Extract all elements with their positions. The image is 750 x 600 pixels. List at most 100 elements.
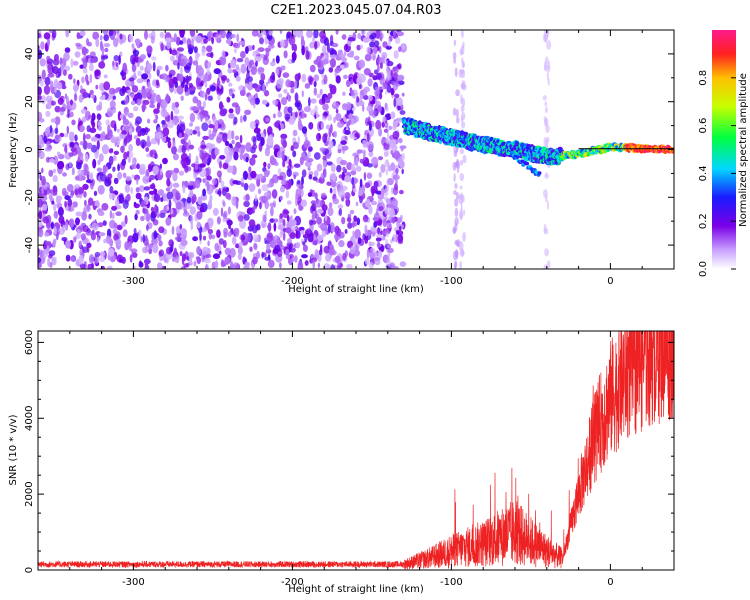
noise-blob: [462, 231, 466, 242]
noise-blob: [372, 55, 376, 60]
noise-blob: [322, 155, 327, 161]
noise-blob: [300, 230, 305, 235]
noise-blob: [178, 170, 185, 176]
noise-blob: [202, 188, 207, 197]
noise-blob: [388, 38, 391, 48]
noise-blob: [458, 68, 463, 79]
noise-blob: [144, 261, 149, 268]
noise-blob: [261, 184, 269, 192]
noise-blob: [235, 243, 240, 249]
noise-blob: [172, 76, 178, 85]
noise-blob: [308, 219, 314, 226]
noise-blob: [135, 137, 141, 147]
noise-blob: [102, 30, 109, 35]
noise-blob: [363, 151, 366, 161]
noise-blob: [195, 35, 203, 44]
noise-blob: [320, 121, 325, 130]
noise-blob: [235, 104, 241, 115]
noise-blob: [238, 40, 246, 46]
noise-blob: [214, 242, 219, 252]
noise-blob: [257, 66, 264, 76]
noise-blob: [287, 238, 292, 244]
noise-blob: [365, 229, 368, 237]
noise-blob: [129, 34, 134, 43]
noise-blob: [188, 75, 192, 81]
snr-y-ticks: 0 2000 4000 6000: [24, 330, 674, 573]
noise-blob: [313, 240, 318, 246]
noise-blob: [90, 57, 96, 64]
noise-blob: [328, 202, 333, 209]
noise-blob: [91, 222, 99, 231]
spectrogram-heatmap: [38, 30, 674, 269]
noise-blob: [205, 142, 213, 149]
noise-blob: [107, 265, 113, 269]
noise-blob: [44, 76, 51, 86]
noise-blob: [81, 46, 87, 56]
noise-blob: [151, 92, 155, 102]
noise-blob: [293, 174, 297, 180]
noise-blob: [260, 195, 268, 204]
noise-blob: [215, 260, 219, 269]
noise-blob: [545, 124, 550, 134]
noise-blob: [195, 256, 201, 261]
noise-blob: [310, 98, 317, 104]
noise-blob: [157, 189, 165, 196]
noise-blob: [161, 120, 166, 125]
noise-blob: [328, 67, 334, 73]
noise-blob: [368, 205, 373, 215]
noise-blob: [295, 188, 302, 197]
noise-blob: [297, 136, 301, 145]
noise-blob: [345, 44, 349, 50]
noise-blob: [57, 67, 62, 78]
noise-blob: [338, 53, 346, 59]
noise-blob: [216, 216, 221, 225]
noise-blob: [85, 133, 91, 140]
noise-blob: [52, 155, 59, 165]
noise-blob: [207, 30, 213, 37]
noise-blob: [199, 89, 203, 98]
noise-blob: [176, 47, 184, 52]
noise-blob: [79, 141, 84, 146]
noise-blob: [350, 78, 354, 85]
noise-blob: [172, 193, 175, 202]
noise-blob: [463, 209, 466, 216]
noise-blob: [294, 73, 301, 82]
noise-blob: [310, 200, 317, 205]
noise-blob: [297, 180, 301, 185]
noise-blob: [302, 244, 308, 252]
noise-blob: [142, 99, 150, 105]
noise-blob: [295, 196, 298, 207]
noise-blob: [290, 215, 293, 220]
noise-blob: [321, 204, 328, 212]
noise-blob: [346, 162, 353, 171]
noise-blob: [266, 136, 274, 147]
noise-blob: [96, 104, 101, 111]
noise-blob: [158, 240, 163, 247]
noise-blob: [239, 89, 246, 97]
noise-blob: [229, 261, 234, 269]
noise-blob: [99, 35, 103, 41]
noise-blob: [453, 172, 456, 183]
noise-blob: [228, 113, 235, 119]
noise-blob: [271, 189, 278, 199]
noise-blob: [189, 30, 196, 37]
noise-blob: [172, 139, 176, 148]
colorbar-tick-label: 0.8: [698, 70, 709, 86]
noise-blob: [150, 211, 156, 222]
noise-blob: [187, 142, 190, 152]
noise-blob: [145, 147, 150, 152]
noise-blob: [59, 107, 66, 112]
snr-background: [38, 331, 674, 570]
noise-blob: [347, 222, 353, 229]
noise-blob: [202, 235, 207, 241]
noise-blob: [141, 89, 147, 99]
noise-blob: [254, 97, 260, 105]
noise-blob: [289, 232, 297, 240]
noise-blob: [174, 87, 177, 94]
noise-blob: [171, 49, 178, 56]
noise-blob: [194, 179, 201, 189]
noise-blob: [200, 144, 207, 149]
noise-blob: [348, 113, 353, 120]
noise-blob: [86, 125, 91, 133]
noise-blob: [162, 157, 168, 165]
